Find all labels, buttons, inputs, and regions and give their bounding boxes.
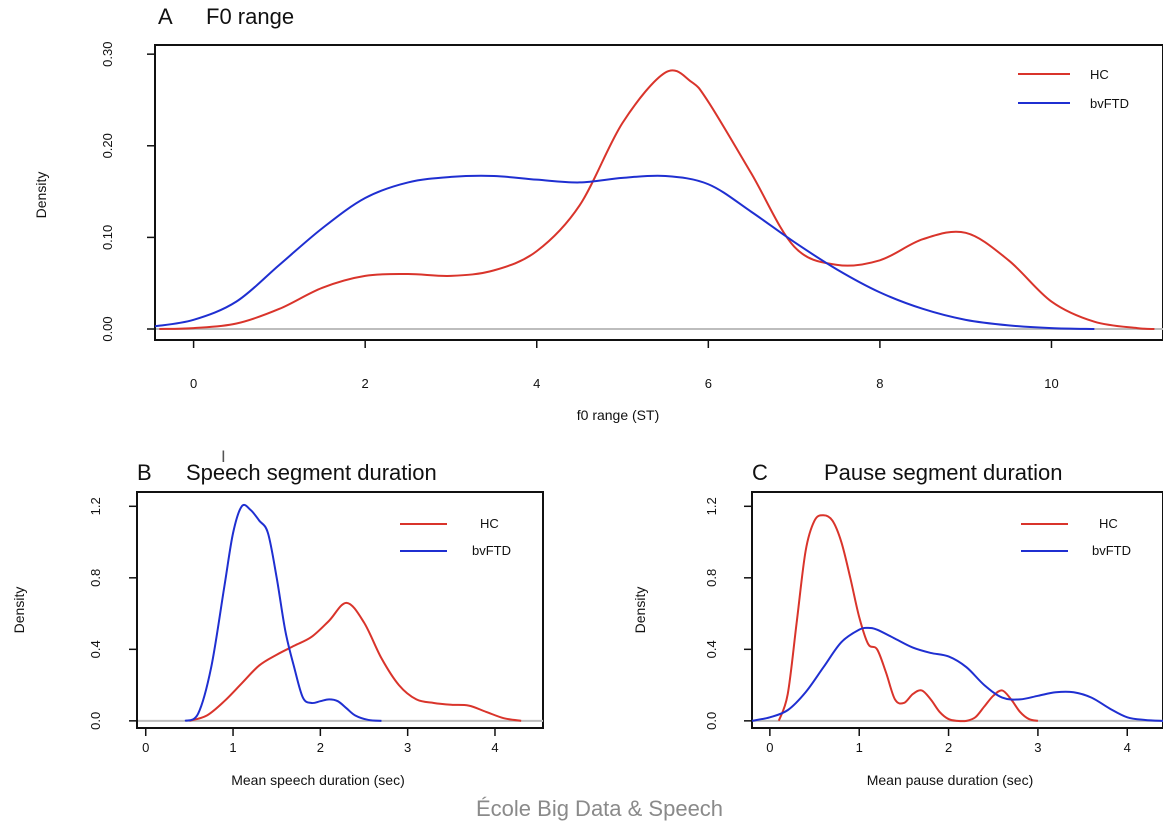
panel-a: A F0 range 0 2 4 6 8 10 0.00 0.10 0.20 0.30 f0 r… [33, 4, 1163, 423]
legend-a: HC bvFTD [1018, 67, 1129, 111]
legend-c: HC bvFTD [1021, 516, 1131, 558]
x-ticks-a: 0 2 4 6 8 10 [190, 340, 1059, 391]
legend-b: HC bvFTD [400, 516, 511, 558]
chart-title-c: Pause segment duration [824, 460, 1063, 485]
chart-title-a: F0 range [206, 4, 294, 29]
y-tick-label-a: 0.30 [100, 42, 115, 67]
series-line-hc-c [777, 514, 1039, 723]
x-tick-label-c: 4 [1124, 740, 1131, 755]
series-line-hc-b [189, 601, 522, 722]
y-ticks-b: 0.0 0.4 0.8 1.2 [88, 497, 137, 730]
y-tick-label-b: 0.8 [88, 569, 103, 587]
x-axis-label-b: Mean speech duration (sec) [231, 772, 405, 788]
series-group-c [751, 514, 1163, 723]
x-tick-label-a: 6 [705, 376, 712, 391]
y-tick-label-a: 0.00 [100, 316, 115, 341]
y-ticks-c: 0.0 0.4 0.8 1.2 [704, 497, 752, 730]
plot-frame-a [154, 44, 1163, 341]
panel-letter-b: B [137, 460, 152, 485]
legend-label-hc-c: HC [1099, 516, 1118, 531]
legend-label-hc-b: HC [480, 516, 499, 531]
panel-letter-a: A [158, 4, 173, 29]
x-ticks-b: 0 1 2 3 4 [142, 728, 499, 755]
x-tick-label-c: 0 [766, 740, 773, 755]
x-tick-label-b: 2 [317, 740, 324, 755]
y-axis-label-b: Density [11, 587, 27, 634]
x-tick-label-a: 8 [876, 376, 883, 391]
y-tick-label-c: 0.0 [704, 712, 719, 730]
x-tick-label-b: 0 [142, 740, 149, 755]
series-group-b [184, 503, 522, 722]
legend-label-hc-a: HC [1090, 67, 1109, 82]
legend-label-bvftd-a: bvFTD [1090, 96, 1129, 111]
x-tick-label-a: 0 [190, 376, 197, 391]
x-axis-label-a: f0 range (ST) [577, 407, 659, 423]
x-tick-label-a: 2 [362, 376, 369, 391]
series-line-hc-a [159, 69, 1155, 331]
series-group-a [154, 69, 1155, 331]
y-tick-label-c: 1.2 [704, 497, 719, 515]
chart-title-b: Speech segment duration [186, 460, 437, 485]
series-line-bvftd-c [751, 626, 1163, 722]
x-tick-label-b: 3 [404, 740, 411, 755]
x-tick-label-c: 3 [1034, 740, 1041, 755]
x-tick-label-a: 10 [1044, 376, 1058, 391]
panel-letter-c: C [752, 460, 768, 485]
x-axis-label-c: Mean pause duration (sec) [867, 772, 1034, 788]
plot-frame-c [751, 491, 1163, 729]
legend-label-bvftd-b: bvFTD [472, 543, 511, 558]
y-tick-label-c: 0.4 [704, 640, 719, 658]
y-tick-label-c: 0.8 [704, 569, 719, 587]
x-tick-label-b: 1 [229, 740, 236, 755]
legend-label-bvftd-c: bvFTD [1092, 543, 1131, 558]
y-ticks-a: 0.00 0.10 0.20 0.30 [100, 42, 155, 342]
text-cursor-icon: I [221, 447, 226, 466]
y-tick-label-a: 0.10 [100, 225, 115, 250]
y-tick-label-b: 0.4 [88, 640, 103, 658]
x-tick-label-a: 4 [533, 376, 540, 391]
x-tick-label-c: 2 [945, 740, 952, 755]
y-axis-label-a: Density [33, 172, 49, 219]
y-tick-label-a: 0.20 [100, 133, 115, 158]
x-ticks-c: 0 1 2 3 4 [766, 728, 1131, 755]
x-tick-label-b: 4 [491, 740, 498, 755]
watermark-text: École Big Data & Speech [476, 796, 723, 821]
y-tick-label-b: 1.2 [88, 497, 103, 515]
y-axis-label-c: Density [632, 587, 648, 634]
x-tick-label-c: 1 [856, 740, 863, 755]
series-line-bvftd-a [154, 174, 1095, 331]
panel-c: C Pause segment duration 0 1 2 3 4 0.0 0.4 0.8… [632, 460, 1163, 788]
y-tick-label-b: 0.0 [88, 712, 103, 730]
series-line-bvftd-b [184, 503, 382, 722]
plot-frame-b [136, 491, 544, 729]
